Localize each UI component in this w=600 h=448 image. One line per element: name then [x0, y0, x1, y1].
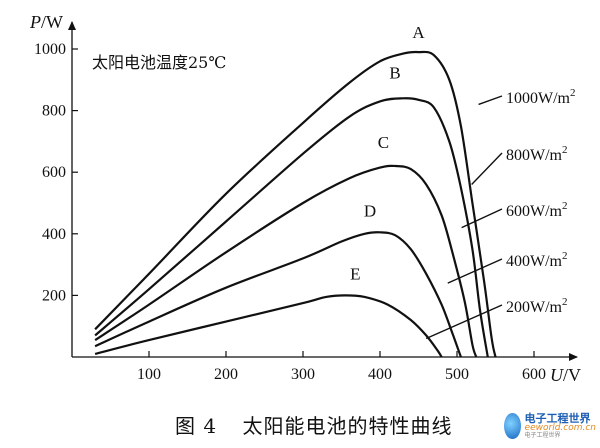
curve-label-c: C — [378, 133, 389, 152]
curve-label-b: B — [389, 63, 400, 82]
eeworld-watermark: 电子工程世界 eeworld.com.cn 电子工程世界 — [504, 407, 596, 445]
labels: P/W U/V 太阳电池温度25℃ A 1000W/m2 B 800W/m2 C 600W/m2… — [29, 12, 581, 385]
curve-e — [94, 294, 443, 358]
watermark-cn: 电子工程世界 — [524, 412, 591, 425]
curve-a — [94, 50, 497, 358]
irradiance-label-d: 400W/m2 — [506, 250, 568, 270]
figure-title: 太阳能电池的特性曲线 — [242, 414, 453, 438]
y-tick-label: 600 — [42, 164, 66, 181]
x-tick-label: 200 — [214, 366, 238, 383]
x-tick-label: 300 — [291, 366, 315, 383]
curve-label-e: E — [350, 264, 360, 283]
x-tick-label: 500 — [445, 366, 469, 383]
y-tick-label: 400 — [42, 226, 66, 243]
curve-d — [94, 231, 462, 358]
irradiance-label-b: 800W/m2 — [506, 144, 568, 164]
leader-line-c — [461, 208, 503, 229]
x-tick-label: 600 — [522, 366, 546, 383]
curve-b — [94, 97, 489, 358]
leader-line-a — [478, 95, 503, 106]
leader-line-d — [447, 258, 503, 284]
figure-caption: 图 4 太阳能电池的特性曲线 — [175, 410, 505, 439]
y-tick-label: 1000 — [34, 41, 66, 58]
irradiance-label-e: 200W/m2 — [506, 296, 568, 316]
figure-number: 图 4 — [175, 414, 218, 438]
watermark-sub: 电子工程世界 — [524, 432, 561, 439]
x-tick-label: 400 — [368, 366, 392, 383]
watermark-text: 电子工程世界 eeworld.com.cn 电子工程世界 — [525, 413, 596, 439]
y-tick-label: 200 — [42, 287, 66, 304]
x-axis-label: U/V — [550, 365, 581, 385]
curve-label-a: A — [412, 23, 425, 42]
curve-c — [94, 164, 478, 358]
ticks: 200 400 600 800 1000 100 200 300 400 500 600 — [34, 41, 546, 383]
axes — [68, 21, 578, 361]
curve-label-d: D — [364, 201, 376, 220]
curves — [94, 50, 497, 358]
irradiance-label-c: 600W/m2 — [506, 200, 568, 220]
irradiance-label-a: 1000W/m2 — [506, 87, 576, 107]
eeworld-logo-icon — [504, 413, 521, 439]
leader-line-b — [471, 152, 503, 186]
y-tick-label: 800 — [42, 103, 66, 120]
y-axis-label: P/W — [29, 12, 63, 32]
x-tick-label: 100 — [137, 366, 161, 383]
leader-line-e — [425, 304, 503, 340]
watermark-en: eeworld.com.cn — [524, 423, 596, 433]
temperature-annotation: 太阳电池温度25℃ — [92, 53, 226, 72]
